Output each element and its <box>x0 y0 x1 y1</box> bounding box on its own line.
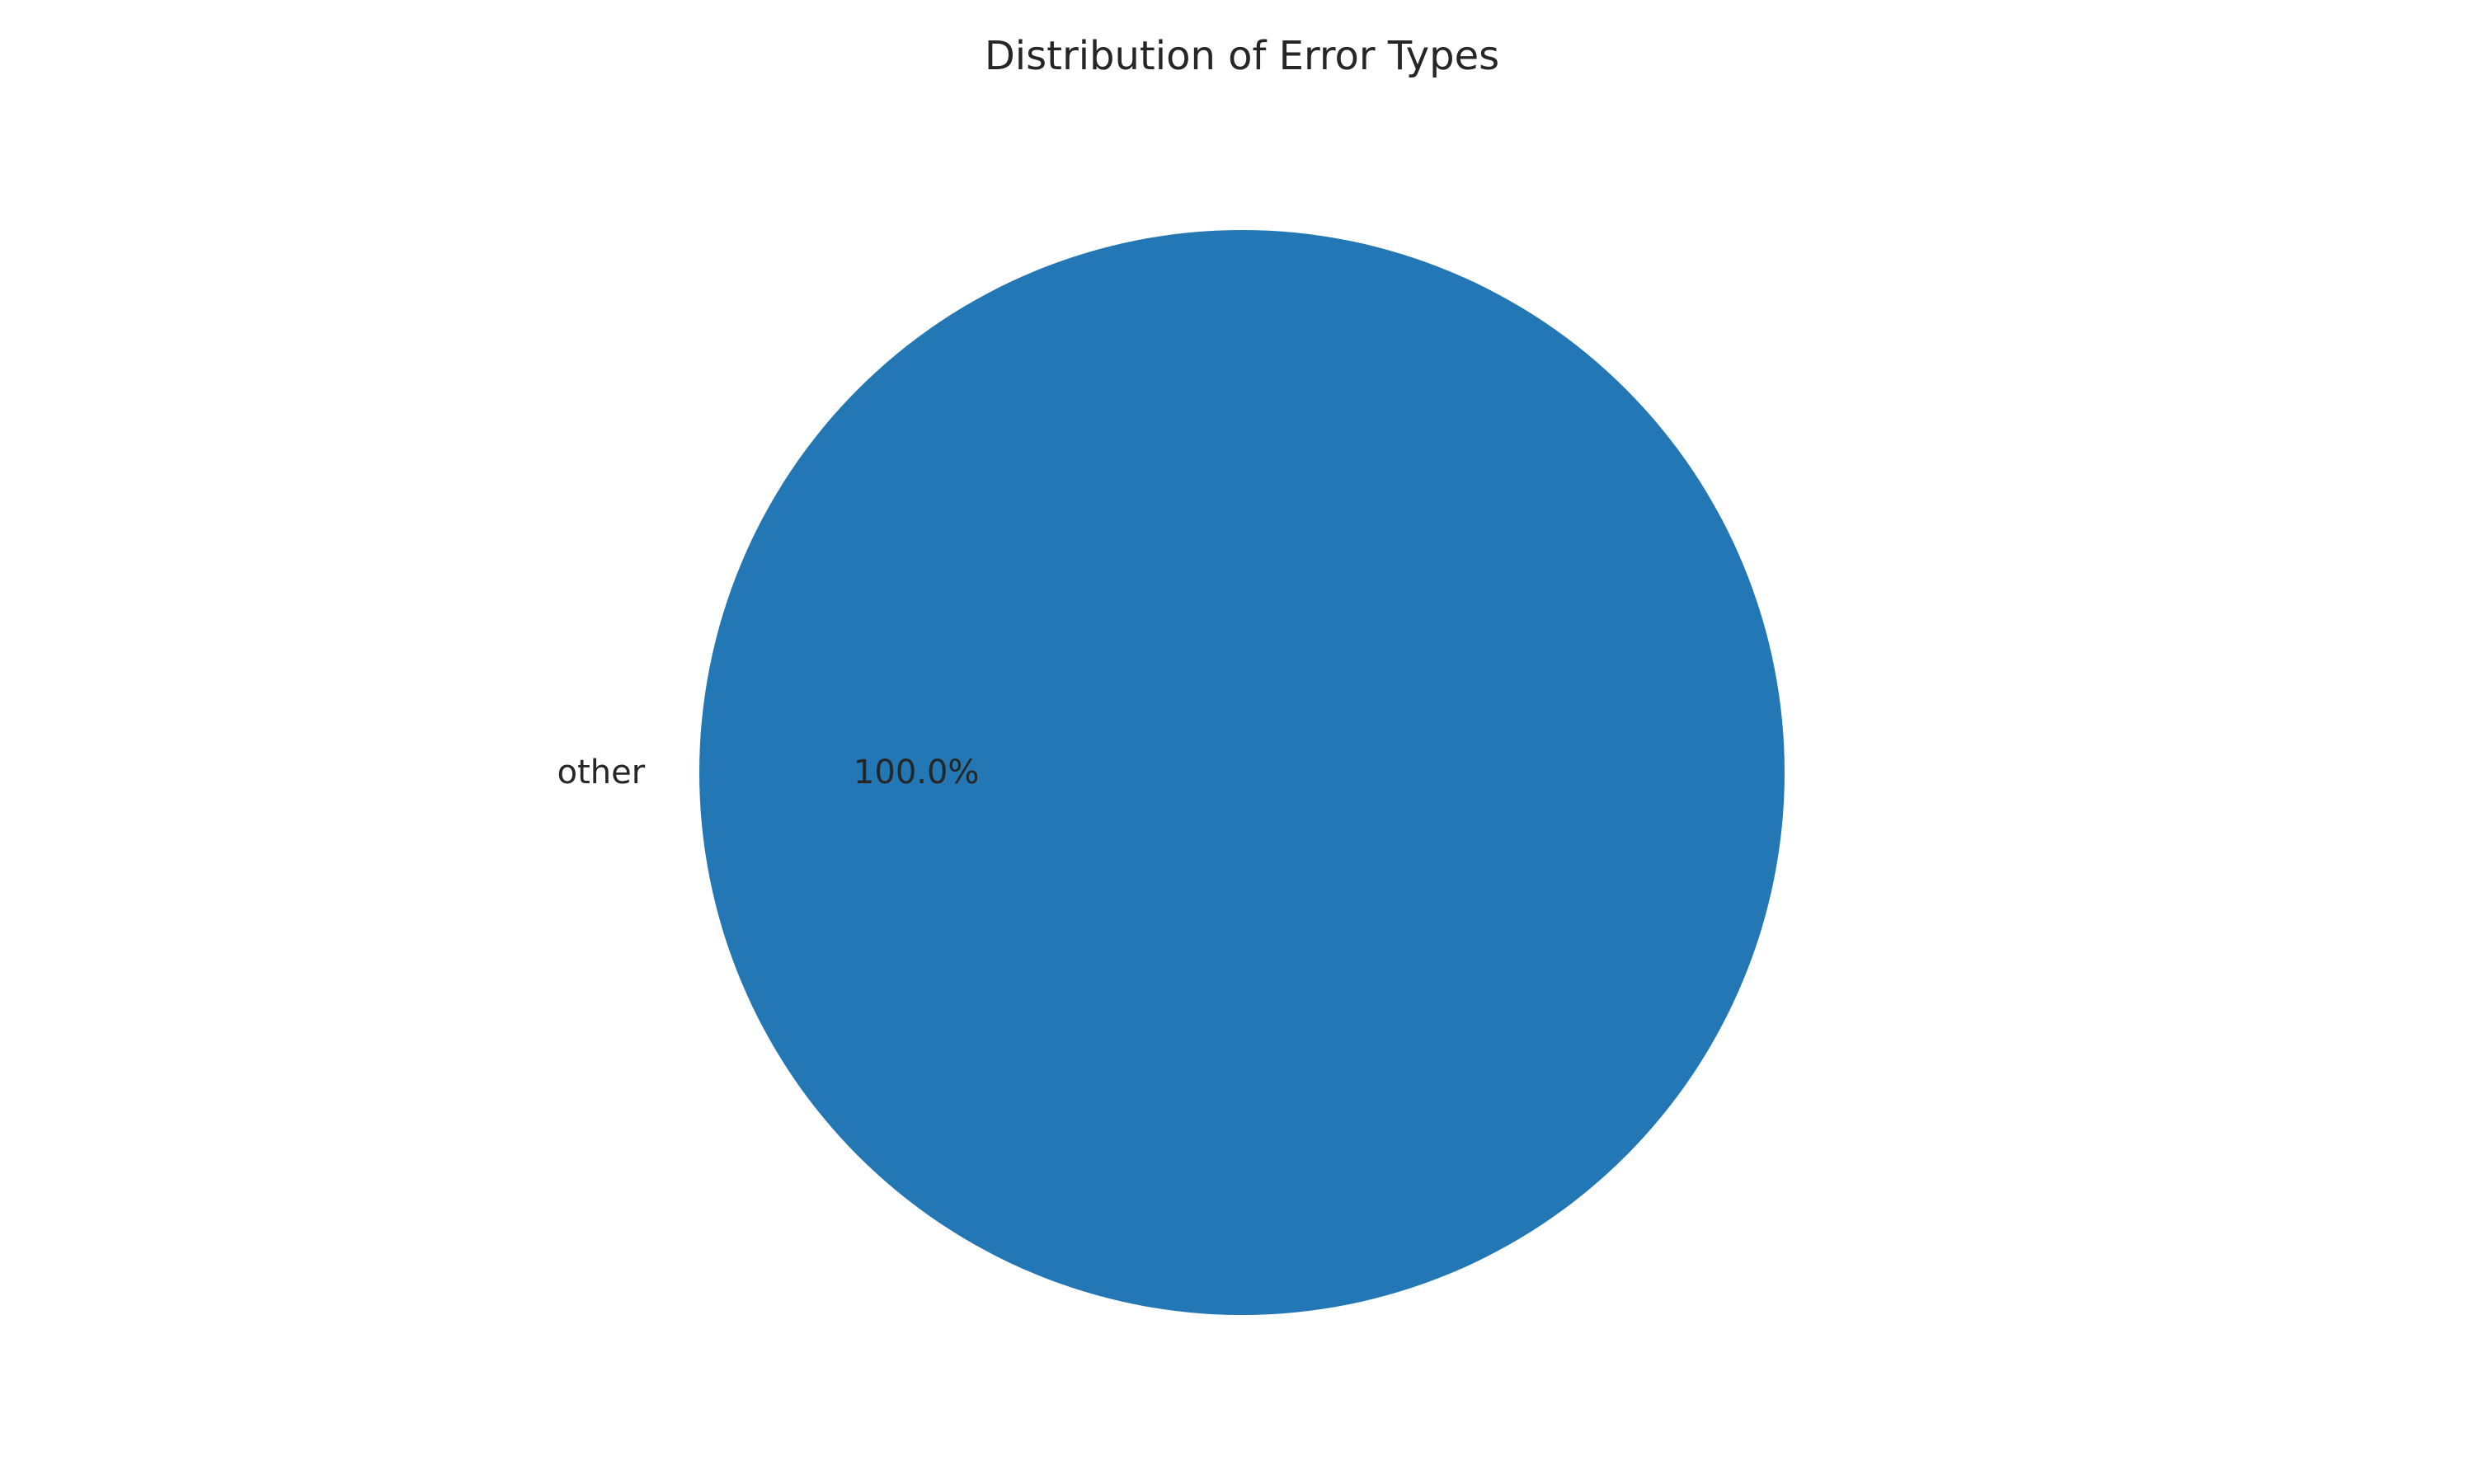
slice-percent-label-other: 100.0% <box>854 754 980 791</box>
pie-labels: other 100.0% <box>557 754 980 791</box>
slice-label-other: other <box>557 754 646 791</box>
chart-title: Distribution of Error Types <box>985 33 1499 79</box>
pie-slices <box>699 230 1785 1315</box>
pie-slice-other <box>699 230 1785 1315</box>
